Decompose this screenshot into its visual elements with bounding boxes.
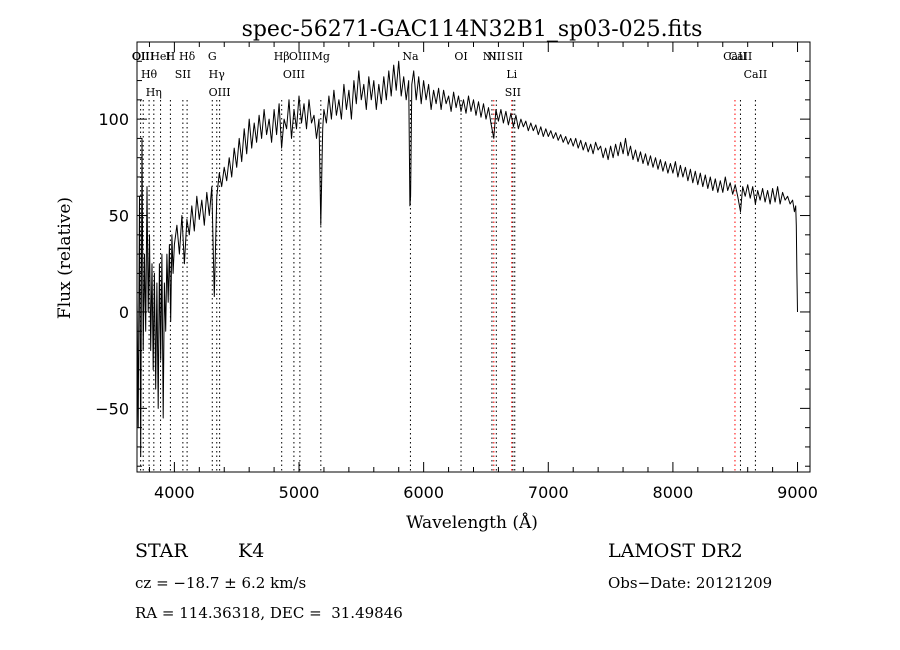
x-axis-label: Wavelength (Å) xyxy=(406,512,538,533)
line-marker-label: OIII xyxy=(132,50,154,63)
line-marker-label: OI xyxy=(454,50,467,63)
line-marker-label: Na xyxy=(402,50,419,63)
line-marker-label: NII xyxy=(483,50,501,63)
line-marker-label: CaII xyxy=(744,68,768,81)
line-marker-label: Hδ xyxy=(179,50,196,63)
line-marker-label: G xyxy=(208,50,217,63)
axis-tick-labels: 4000 5000 6000 7000 8000 9000 −50 0 50 100 xyxy=(95,110,818,502)
chart-title: spec-56271-GAC114N32B1_sp03-025.fits xyxy=(242,17,703,42)
object-class: STAR xyxy=(135,540,188,562)
x-tick-label: 9000 xyxy=(777,483,818,502)
line-marker-label: SII xyxy=(505,86,521,99)
spectrum-chart: spec-56271-GAC114N32B1_sp03-025.fits OII… xyxy=(55,17,818,533)
line-marker-label: H xyxy=(166,50,176,63)
x-tick-label: 4000 xyxy=(154,483,195,502)
x-tick-label: 7000 xyxy=(528,483,569,502)
line-marker-label: Li xyxy=(506,68,517,81)
line-marker-label: OIII xyxy=(209,86,231,99)
line-marker-label: Mg xyxy=(312,50,330,63)
y-tick-label: 100 xyxy=(98,110,129,129)
line-marker-label: Hη xyxy=(146,86,162,99)
line-marker-label: Hβ xyxy=(274,50,290,63)
line-marker-label: CaII xyxy=(729,50,753,63)
y-tick-label: 0 xyxy=(119,303,129,322)
x-tick-label: 5000 xyxy=(279,483,320,502)
y-tick-label: −50 xyxy=(95,399,129,418)
line-marker-label: OIII xyxy=(283,68,305,81)
line-marker-label: NII xyxy=(487,50,505,63)
axis-ticks xyxy=(137,41,810,472)
line-markers xyxy=(140,100,756,472)
line-marker-label: OIII xyxy=(289,50,311,63)
x-tick-label: 8000 xyxy=(653,483,694,502)
y-tick-label: 50 xyxy=(109,207,129,226)
plot-frame xyxy=(136,41,811,473)
object-subclass: K4 xyxy=(238,540,265,562)
series-layer xyxy=(136,60,798,458)
line-marker-label: CaII xyxy=(723,50,747,63)
line-marker-label: Hθ xyxy=(141,68,158,81)
line-marker-label: HeI xyxy=(150,50,170,63)
line-marker-label: SII xyxy=(175,68,191,81)
spectrum-series-line xyxy=(136,60,798,458)
line-marker-label: OII xyxy=(132,50,150,63)
observation-date: Obs−Date: 20121209 xyxy=(608,574,773,592)
line-marker-label: SII xyxy=(507,50,523,63)
survey-name: LAMOST DR2 xyxy=(608,540,743,562)
coordinates: RA = 114.36318, DEC = 31.49846 xyxy=(135,604,403,622)
y-axis-label: Flux (relative) xyxy=(55,197,75,319)
redshift-velocity: cz = −18.7 ± 6.2 km/s xyxy=(135,574,307,592)
line-marker-label: Hγ xyxy=(209,68,226,81)
x-tick-label: 6000 xyxy=(403,483,444,502)
